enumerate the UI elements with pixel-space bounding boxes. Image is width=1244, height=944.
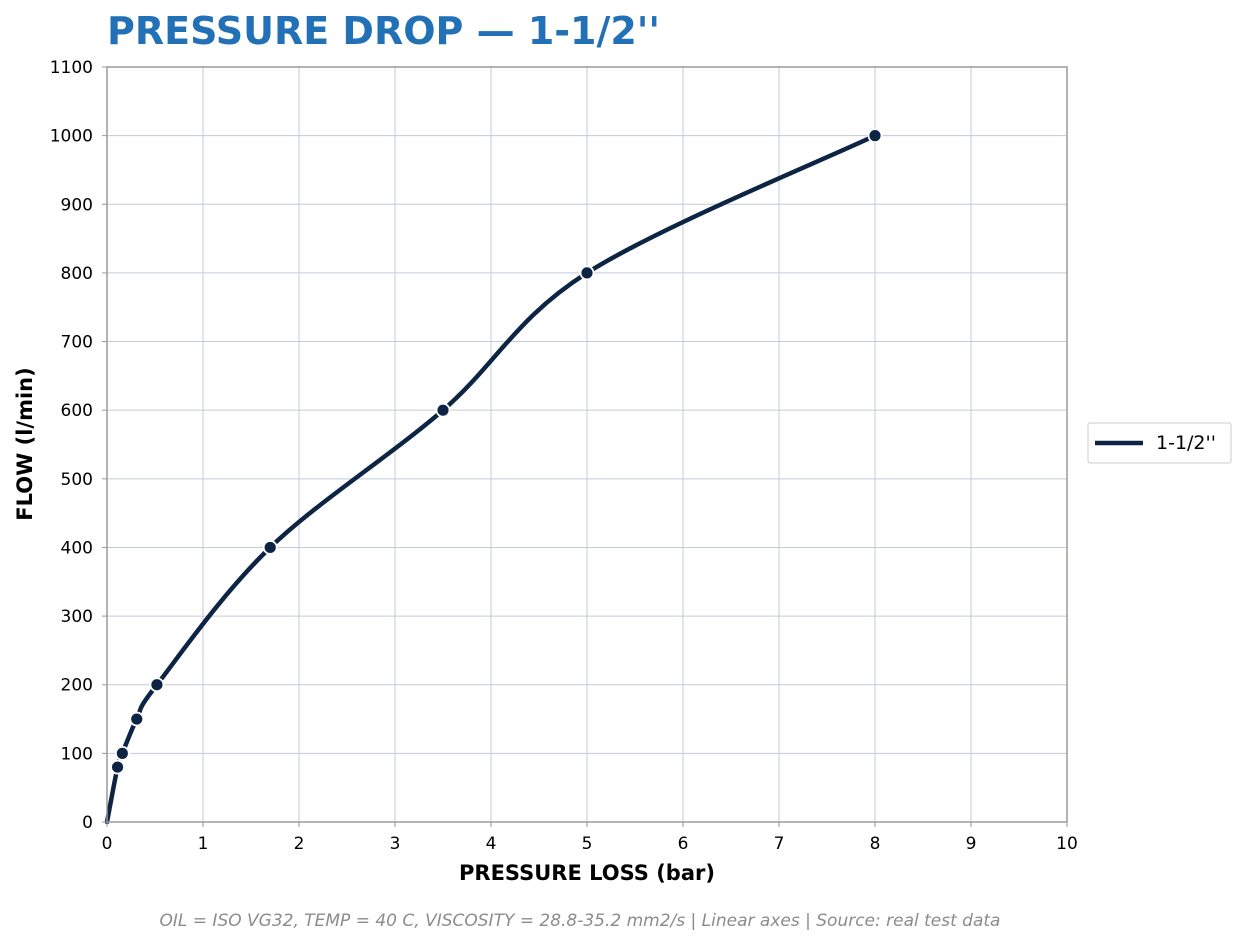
grid bbox=[106, 66, 1068, 823]
y-tick-label: 500 bbox=[61, 470, 93, 490]
x-axis-label: PRESSURE LOSS (bar) bbox=[459, 861, 715, 885]
y-tick-label: 0 bbox=[82, 813, 93, 833]
y-tick-label: 700 bbox=[61, 333, 93, 353]
y-tick-label: 1000 bbox=[50, 127, 93, 147]
x-tick-label: 8 bbox=[870, 834, 881, 854]
data-point bbox=[579, 265, 595, 281]
y-tick-label: 900 bbox=[61, 195, 93, 215]
y-tick-label: 200 bbox=[61, 676, 93, 696]
x-tick-labels: 0 1 2 3 4 5 6 7 8 9 10 bbox=[102, 822, 1078, 854]
legend-box bbox=[1087, 422, 1232, 464]
x-tick-label: 7 bbox=[774, 834, 785, 854]
y-tick-labels: 0 100 200 300 400 500 600 700 800 900 1000 1100 bbox=[50, 58, 107, 833]
chart-title: PRESSURE DROP — 1-1/2'' bbox=[107, 9, 660, 53]
x-tick-label: 5 bbox=[582, 834, 593, 854]
x-tick-label: 6 bbox=[678, 834, 689, 854]
data-point bbox=[114, 745, 130, 761]
data-point bbox=[149, 677, 165, 693]
x-tick-label: 4 bbox=[486, 834, 497, 854]
y-axis-label: FLOW (l/min) bbox=[13, 367, 37, 520]
legend-label: 1-1/2'' bbox=[1156, 432, 1216, 454]
data-point bbox=[435, 402, 451, 418]
y-tick-label: 1100 bbox=[50, 58, 93, 78]
y-tick-label: 600 bbox=[61, 401, 93, 421]
footnote: OIL = ISO VG32, TEMP = 40 C, VISCOSITY =… bbox=[160, 911, 1001, 931]
x-tick-label: 9 bbox=[966, 834, 977, 854]
x-tick-label: 3 bbox=[390, 834, 401, 854]
legend: 1-1/2'' bbox=[1087, 422, 1232, 464]
y-tick-label: 100 bbox=[61, 744, 93, 764]
x-tick-label: 2 bbox=[294, 834, 305, 854]
data-points bbox=[110, 128, 883, 775]
y-tick-label: 300 bbox=[61, 607, 93, 627]
data-point bbox=[110, 759, 125, 775]
data-point bbox=[262, 540, 278, 555]
y-tick-label: 400 bbox=[61, 538, 93, 558]
data-point bbox=[867, 128, 883, 144]
x-tick-label: 10 bbox=[1056, 834, 1078, 854]
x-tick-label: 1 bbox=[198, 834, 209, 854]
y-tick-label: 800 bbox=[61, 264, 93, 284]
x-tick-label: 0 bbox=[102, 834, 113, 854]
data-point bbox=[129, 711, 145, 727]
